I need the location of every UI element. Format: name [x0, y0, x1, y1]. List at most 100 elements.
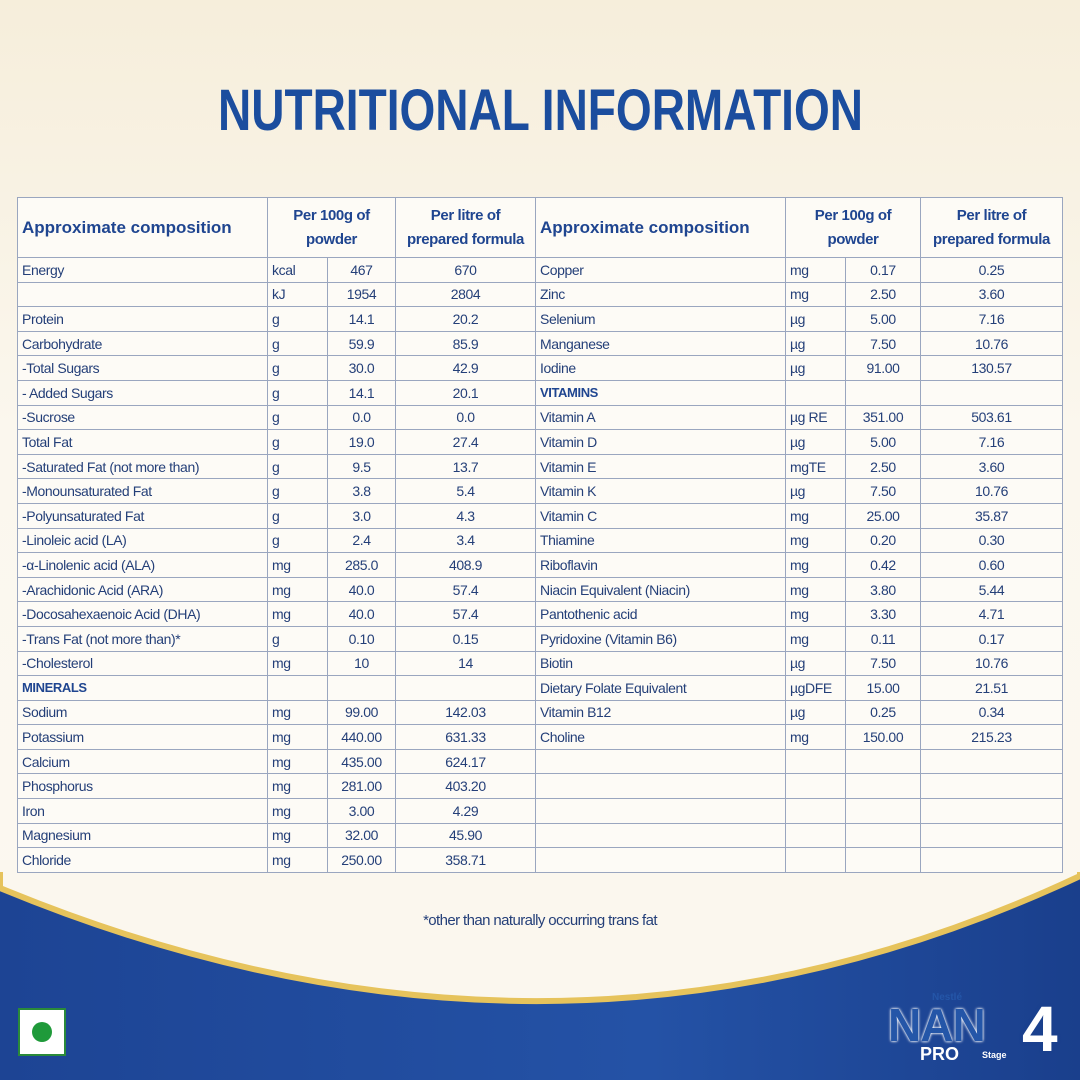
per-litre: 13.7 — [395, 453, 536, 480]
unit: µg — [785, 330, 846, 357]
unit: mg — [785, 552, 846, 578]
nutrient-name: Pyridoxine (Vitamin B6) — [535, 625, 786, 652]
per-litre: 3.60 — [920, 281, 1063, 308]
per-100g: 7.50 — [845, 650, 921, 677]
table-row: Sodium mg 99.00 142.03 Vitamin B12 µg 0.25 0.34 — [17, 699, 1063, 726]
brand-stage: 4 — [1022, 993, 1058, 1065]
nutrient-name: Dietary Folate Equivalent — [535, 675, 786, 701]
empty-cell — [785, 847, 846, 873]
empty-cell — [845, 798, 921, 824]
unit: g — [267, 330, 328, 357]
per-litre: 21.51 — [920, 675, 1063, 701]
table-row: Protein g 14.1 20.2 Selenium µg 5.00 7.16 — [17, 306, 1063, 332]
nutrient-name: Chloride — [17, 847, 268, 873]
empty-cell — [845, 847, 921, 873]
unit: mg — [785, 502, 846, 529]
per-litre: 503.61 — [920, 404, 1063, 431]
nutrient-name: -Cholesterol — [17, 650, 268, 677]
unit: mg — [785, 724, 846, 750]
section-label: VITAMINS — [535, 379, 786, 406]
empty-cell — [845, 822, 921, 849]
per-100g: 2.50 — [845, 453, 921, 480]
table-row: -Docosahexaenoic Acid (DHA) mg 40.0 57.4 Pan… — [17, 601, 1063, 627]
empty-cell — [535, 748, 786, 775]
veg-dot — [32, 1022, 52, 1042]
table-row: kJ 1954 2804 Zinc mg 2.50 3.60 — [17, 281, 1063, 308]
table-row: Iron mg 3.00 4.29 — [17, 798, 1063, 824]
per-100g: 25.00 — [845, 502, 921, 529]
per-litre: 624.17 — [395, 748, 536, 775]
empty-cell — [785, 748, 846, 775]
per-100g: 1954 — [327, 281, 396, 308]
nutrient-name: -Linoleic acid (LA) — [17, 527, 268, 554]
table-row: -Saturated Fat (not more than) g 9.5 13.7 Vi… — [17, 453, 1063, 480]
per-100g: 5.00 — [845, 306, 921, 332]
unit: µg RE — [785, 404, 846, 431]
nutrient-name: Potassium — [17, 724, 268, 750]
per-100g: 435.00 — [327, 748, 396, 775]
per-100g: 7.50 — [845, 330, 921, 357]
table-row: Chloride mg 250.00 358.71 — [17, 847, 1063, 873]
per-100g: 351.00 — [845, 404, 921, 431]
per-litre: 0.0 — [395, 404, 536, 431]
unit: µg — [785, 699, 846, 726]
empty-cell — [785, 773, 846, 800]
nutrient-name: -Sucrose — [17, 404, 268, 431]
empty-cell — [327, 675, 396, 701]
unit: µg — [785, 429, 846, 455]
per-100g: 40.0 — [327, 601, 396, 627]
per-litre: 10.76 — [920, 330, 1063, 357]
empty-cell — [395, 675, 536, 701]
nutrient-name: Vitamin D — [535, 429, 786, 455]
per-litre: 10.76 — [920, 650, 1063, 677]
brand-logo: Nestlé NAN PRO Stage 4 — [888, 992, 1073, 1072]
unit: mg — [267, 601, 328, 627]
per-100g: 2.4 — [327, 527, 396, 554]
nutrient-name: Vitamin C — [535, 502, 786, 529]
per-100g: 14.1 — [327, 306, 396, 332]
empty-cell — [920, 379, 1063, 406]
per-100g: 281.00 — [327, 773, 396, 800]
title-area: NUTRITIONAL INFORMATION — [218, 78, 863, 143]
per-100g: 19.0 — [327, 429, 396, 455]
unit: mg — [785, 576, 846, 603]
table-row: -Linoleic acid (LA) g 2.4 3.4 Thiamine mg 0.20… — [17, 527, 1063, 554]
per-100g: 467 — [327, 257, 396, 283]
unit: mg — [267, 724, 328, 750]
per-100g: 0.25 — [845, 699, 921, 726]
empty-cell — [535, 773, 786, 800]
empty-cell — [17, 281, 268, 308]
per-100g: 150.00 — [845, 724, 921, 750]
per-100g: 15.00 — [845, 675, 921, 701]
per-litre: 10.76 — [920, 478, 1063, 504]
unit: mg — [785, 281, 846, 308]
unit: g — [267, 478, 328, 504]
nutrient-name: Vitamin E — [535, 453, 786, 480]
nutrient-name: Riboflavin — [535, 552, 786, 578]
per-100g: 3.30 — [845, 601, 921, 627]
nutrient-name: -Total Sugars — [17, 355, 268, 381]
per-100g: 5.00 — [845, 429, 921, 455]
per-100g: 3.0 — [327, 502, 396, 529]
veg-mark — [18, 1008, 66, 1056]
nutrient-name: Iron — [17, 798, 268, 824]
unit: mg — [267, 822, 328, 849]
per-100g: 2.50 — [845, 281, 921, 308]
empty-cell — [845, 379, 921, 406]
per-100g: 10 — [327, 650, 396, 677]
title: NUTRITIONAL INFORMATION — [218, 78, 863, 143]
per-litre: 358.71 — [395, 847, 536, 873]
nutrient-name: -Trans Fat (not more than)* — [17, 625, 268, 652]
unit: µg — [785, 306, 846, 332]
unit: µg — [785, 650, 846, 677]
nutrient-name: Total Fat — [17, 429, 268, 455]
unit: mg — [267, 748, 328, 775]
unit: g — [267, 502, 328, 529]
per-litre: 215.23 — [920, 724, 1063, 750]
per-litre: 4.29 — [395, 798, 536, 824]
per-100g: 250.00 — [327, 847, 396, 873]
unit: µg — [785, 478, 846, 504]
